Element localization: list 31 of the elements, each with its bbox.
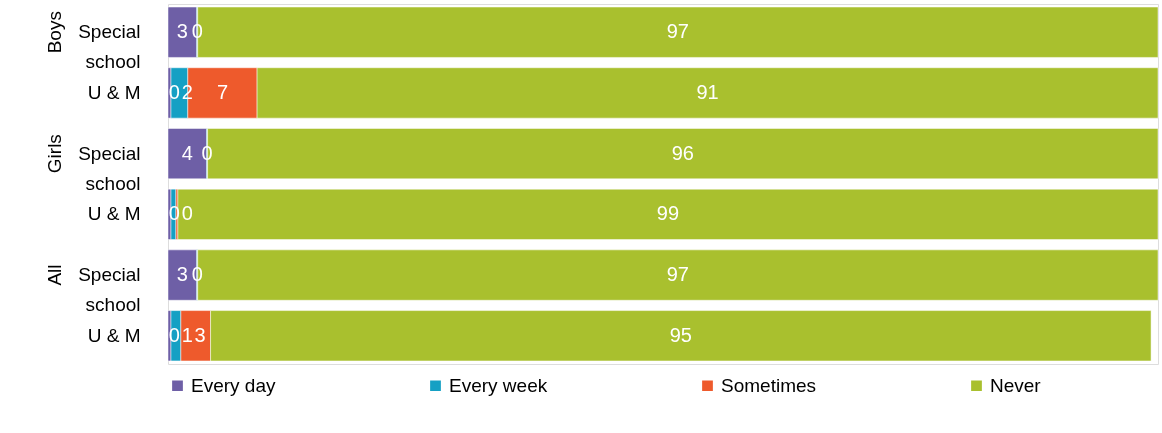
y-tick-label: U & M — [87, 324, 141, 346]
data-label: 3 — [194, 323, 206, 346]
data-label: 4 — [181, 141, 193, 164]
data-label: 0 — [191, 263, 203, 286]
text: All — [44, 264, 65, 286]
data-label: 0 — [181, 202, 193, 225]
data-label: 91 — [696, 80, 719, 103]
text: Girls — [44, 134, 65, 174]
data-label: 0 — [168, 202, 180, 225]
text: Boys — [44, 11, 65, 54]
data-label: 0 — [201, 141, 213, 164]
data-label: 97 — [666, 263, 689, 286]
legend-label: Every day — [191, 374, 276, 396]
data-label: 99 — [656, 202, 680, 225]
legend-label: Every week — [449, 374, 548, 396]
y-tick-label: Special school — [78, 264, 141, 316]
data-label: 97 — [666, 20, 689, 43]
data-label: 7 — [216, 80, 229, 103]
legend-label: Never — [990, 374, 1042, 396]
data-label: 95 — [669, 323, 692, 346]
data-label: 3 — [176, 263, 188, 286]
y-tick-label: Special school — [78, 21, 141, 73]
data-label: 2 — [181, 80, 193, 103]
y-tick-label: Special school — [78, 142, 141, 194]
data-label: 3 — [176, 20, 188, 43]
data-label: 96 — [671, 141, 694, 164]
data-label: 1 — [181, 323, 193, 346]
legend-label: Sometimes — [721, 374, 817, 396]
y-tick-label: U & M — [87, 203, 141, 225]
y-tick-label: U & M — [87, 81, 141, 103]
data-label: 0 — [191, 20, 203, 43]
